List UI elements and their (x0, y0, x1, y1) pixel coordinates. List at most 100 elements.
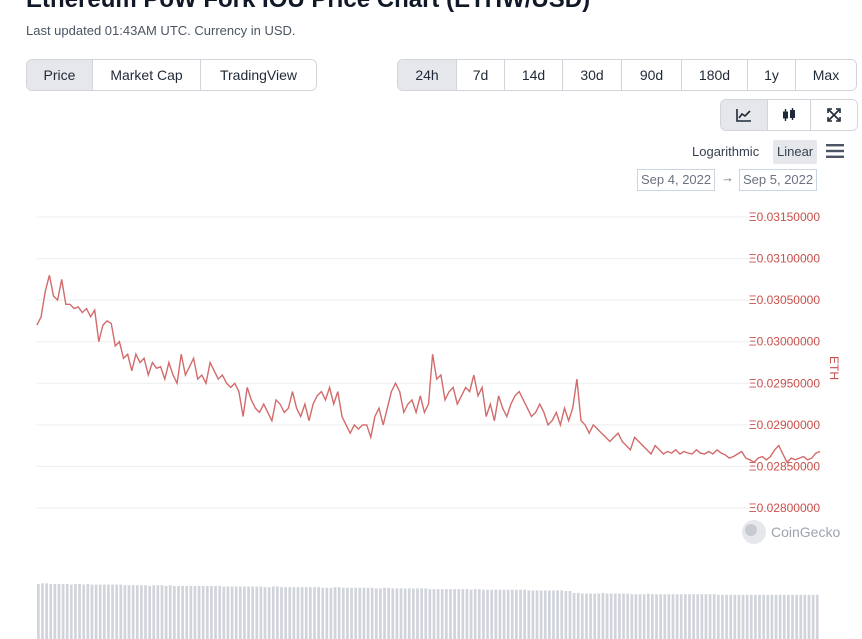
volume-bar (115, 584, 119, 639)
volume-bar (638, 594, 642, 639)
volume-bar (152, 585, 156, 639)
y-tick-label: Ξ0.03050000 (749, 293, 821, 307)
volume-bar (308, 587, 312, 639)
volume-bar (387, 587, 391, 639)
candlestick-chart-button[interactable] (768, 100, 811, 130)
volume-bar (597, 593, 601, 639)
volume-bar (193, 585, 197, 639)
volume-bar (358, 587, 362, 639)
range-1y-button[interactable]: 1y (748, 60, 796, 90)
volume-bar (449, 589, 452, 639)
volume-bar (576, 592, 580, 639)
volume-bar (391, 588, 395, 639)
volume-bar (354, 587, 358, 639)
volume-bar (284, 587, 287, 639)
volume-bar (238, 586, 242, 639)
volume-bar (164, 585, 168, 639)
volume-bar (255, 586, 259, 639)
time-range-selector: 24h 7d 14d 30d 90d 180d 1y Max (397, 59, 857, 91)
volume-bar (770, 594, 774, 639)
candlestick-icon (783, 108, 795, 121)
date-to-input[interactable]: Sep 5, 2022 (739, 169, 818, 191)
volume-bar (156, 585, 160, 639)
volume-bar (651, 594, 654, 639)
volume-bar (580, 593, 584, 639)
volume-bar (144, 585, 147, 639)
line-chart-button[interactable] (721, 100, 768, 130)
volume-bar (420, 588, 423, 639)
fullscreen-button[interactable] (811, 100, 857, 130)
volume-bar (131, 585, 135, 639)
volume-bar (543, 590, 547, 639)
volume-bar (708, 594, 712, 639)
volume-bar (585, 593, 588, 639)
volume-bar (432, 589, 436, 639)
volume-bar (766, 594, 770, 639)
volume-bar (148, 585, 151, 639)
volume-bar (61, 584, 65, 639)
volume-bar (135, 585, 139, 639)
volume-bar (515, 589, 518, 639)
volume-bar (457, 589, 461, 639)
range-7d-button[interactable]: 7d (457, 60, 505, 90)
range-90d-button[interactable]: 90d (622, 60, 682, 90)
linear-scale-button[interactable]: Linear (773, 140, 818, 164)
tab-tradingview[interactable]: TradingView (201, 60, 316, 90)
tab-price[interactable]: Price (27, 60, 93, 90)
volume-bar (461, 589, 465, 639)
volume-bar (341, 587, 345, 639)
volume-bar (379, 588, 382, 639)
volume-bar (127, 585, 131, 639)
volume-bar (53, 584, 57, 639)
volume-bar (41, 583, 44, 639)
volume-bar (263, 587, 267, 639)
tab-market-cap[interactable]: Market Cap (93, 60, 201, 90)
volume-bar (407, 588, 411, 639)
volume-bar (370, 587, 374, 639)
y-tick-label: Ξ0.02800000 (749, 501, 821, 515)
volume-bar (436, 589, 440, 639)
volume-bar (424, 588, 428, 639)
y-axis-ticks: Ξ0.02800000 Ξ0.02850000 Ξ0.02900000 Ξ0.0295… (749, 210, 821, 515)
volume-bar (276, 586, 279, 639)
volume-bar (506, 589, 510, 639)
volume-bar (737, 594, 741, 639)
volume-bar (259, 586, 263, 639)
volume-bar (416, 588, 419, 639)
y-tick-label: Ξ0.02950000 (749, 376, 821, 390)
volume-bar (811, 594, 815, 639)
volume-bar (568, 591, 572, 639)
volume-bar (531, 590, 535, 639)
date-from-input[interactable]: Sep 4, 2022 (637, 169, 716, 191)
range-180d-button[interactable]: 180d (682, 60, 748, 90)
volume-bar (589, 593, 592, 639)
volume-bar (688, 594, 691, 639)
volume-bar (778, 594, 782, 639)
range-14d-button[interactable]: 14d (505, 60, 563, 90)
volume-bar (539, 590, 543, 639)
volume-bar (663, 594, 667, 639)
volume-bar (181, 585, 184, 639)
volume-bar (716, 594, 720, 639)
volume-bar (168, 585, 172, 639)
volume-bar (630, 594, 634, 639)
range-max-button[interactable]: Max (796, 60, 856, 90)
volume-bar (177, 585, 180, 639)
range-30d-button[interactable]: 30d (563, 60, 622, 90)
volume-bar (366, 587, 370, 639)
volume-bar (618, 593, 621, 639)
volume-bar (527, 590, 531, 639)
range-24h-button[interactable]: 24h (398, 60, 457, 90)
y-axis-label: ETH (827, 356, 841, 380)
volume-bar (107, 584, 110, 639)
volume-bar (782, 594, 786, 639)
volume-bar (477, 589, 481, 639)
volume-bar (321, 587, 325, 639)
chart-type-tabs: Price Market Cap TradingView (26, 59, 317, 91)
volume-bar (218, 585, 222, 639)
hamburger-menu-icon[interactable] (826, 143, 844, 159)
logarithmic-scale-button[interactable]: Logarithmic (692, 144, 760, 159)
volume-bar (440, 589, 444, 639)
volume-bar (510, 589, 514, 639)
